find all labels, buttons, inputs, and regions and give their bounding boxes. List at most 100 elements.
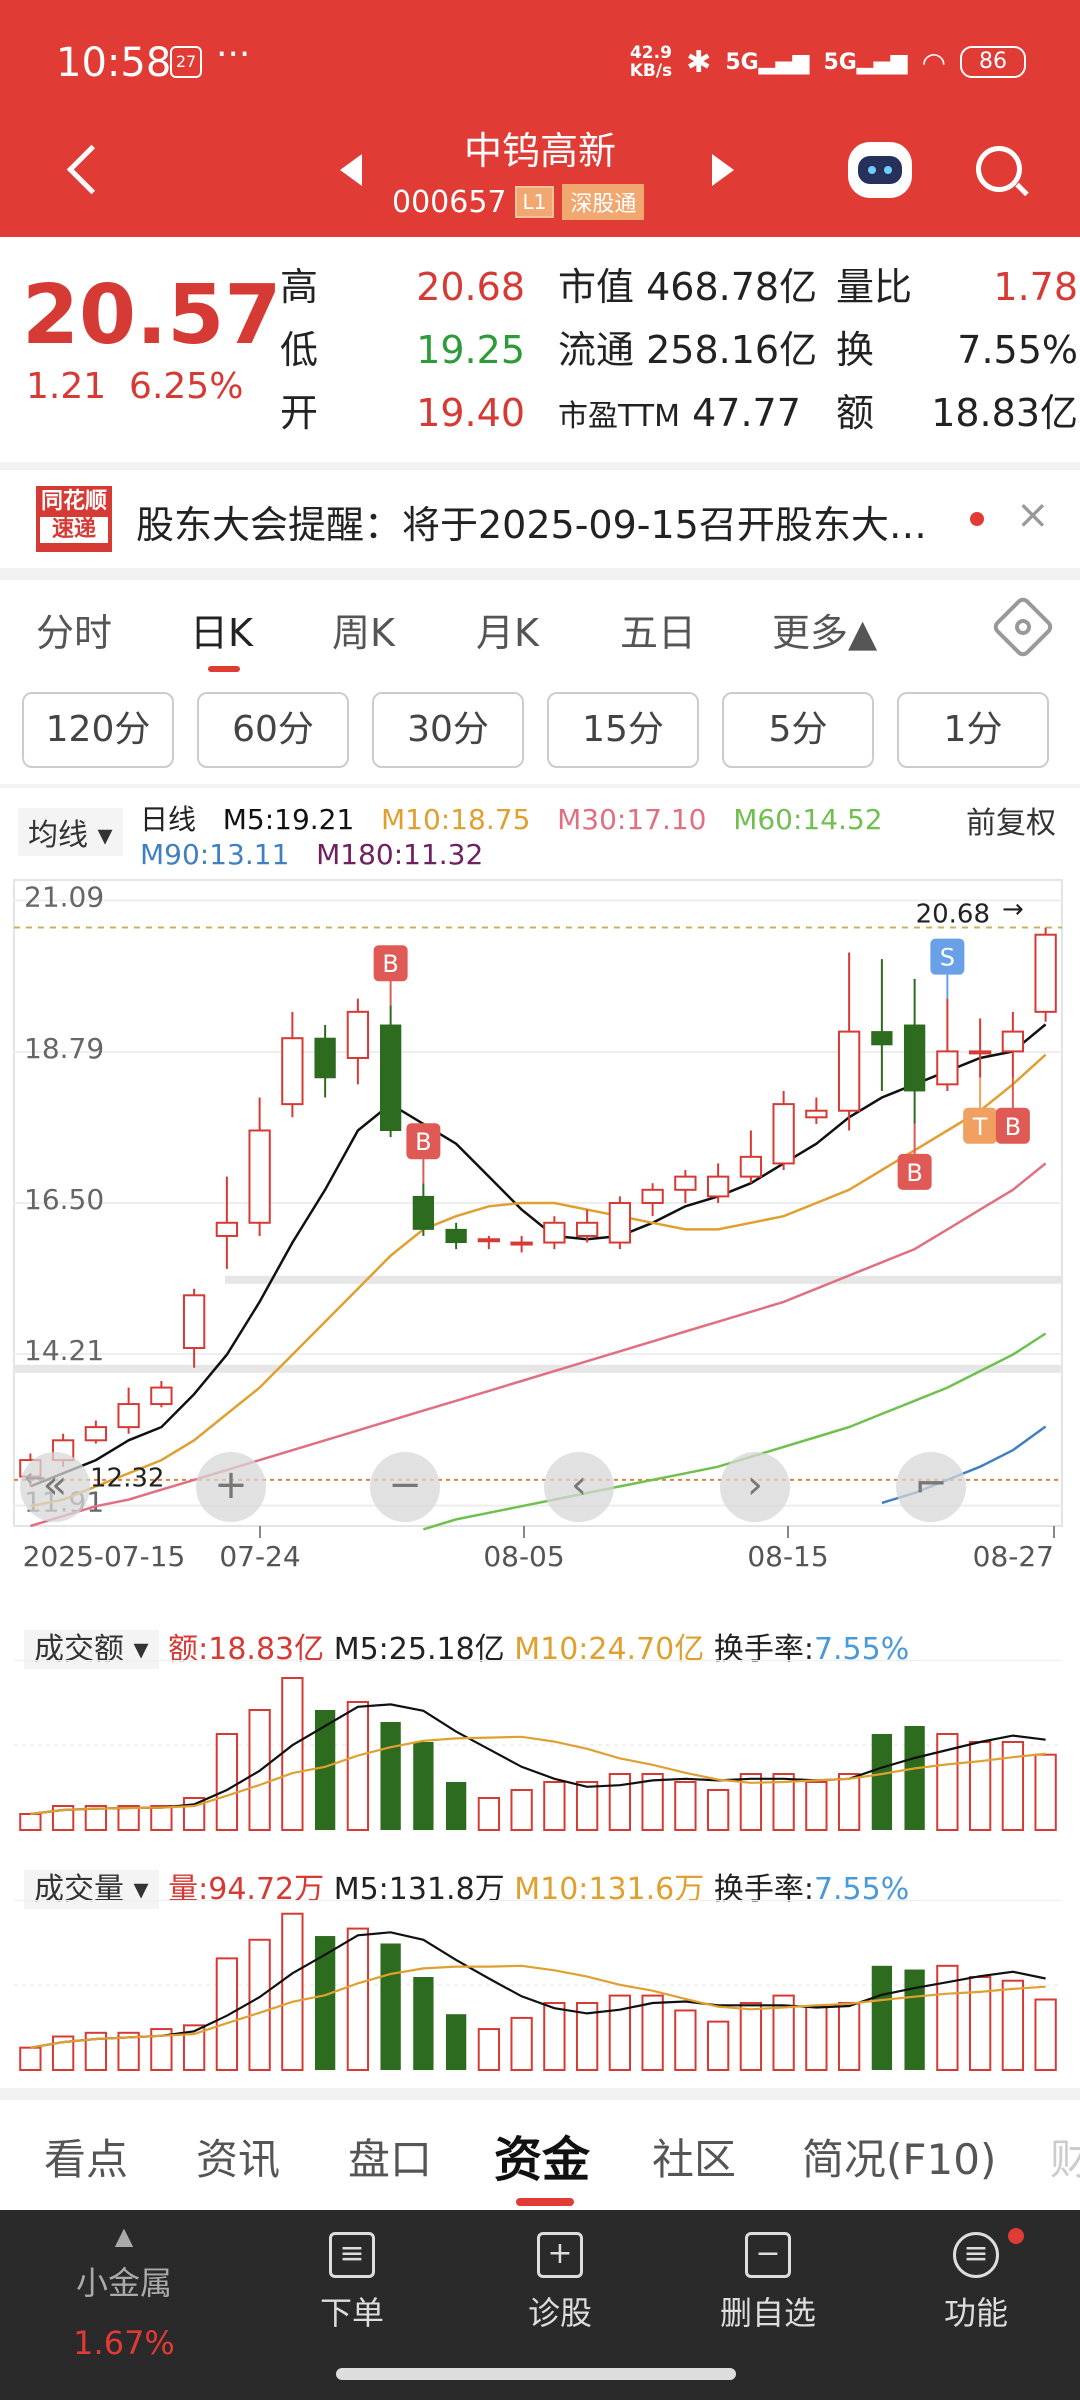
volume-bar-up <box>281 1677 304 1831</box>
back-button[interactable] <box>60 140 110 200</box>
candle-body-down <box>412 1195 435 1230</box>
zoom-in-button[interactable]: + <box>196 1452 266 1522</box>
volume-bar-up <box>477 2028 501 2071</box>
tab-daily-k[interactable]: 日K <box>190 611 253 655</box>
tab-order-book[interactable]: 盘口 <box>348 2135 433 2184</box>
candle-body-up <box>281 1037 304 1106</box>
volume-bar-up <box>215 1733 239 1831</box>
volume-bar-up <box>608 1994 632 2071</box>
mktcap-value: 468.78亿 <box>646 265 818 309</box>
order-document-icon: ≡ <box>329 2232 375 2278</box>
diagnose-stock-button[interactable]: + 诊股 <box>480 2232 640 2334</box>
candle-body-up <box>641 1188 664 1204</box>
interval-60[interactable]: 60分 <box>197 692 349 768</box>
stock-code-row: 000657 L1 深股通 <box>392 184 645 220</box>
candle-body-up <box>706 1175 730 1198</box>
interval-5[interactable]: 5分 <box>722 692 874 768</box>
low-mark-label: 12.32 <box>90 1464 164 1494</box>
header-bar: 10:58 27 ··· 42.9 KB/s ✱ 5G▂▄▆ 5G▂▄▆ ◠ 8… <box>0 0 1080 237</box>
scroll-left-fast-button[interactable]: « <box>20 1452 90 1522</box>
remove-watchlist-button[interactable]: − 删自选 <box>688 2232 848 2334</box>
interval-15[interactable]: 15分 <box>547 692 699 768</box>
float-value: 258.16亿 <box>646 328 818 372</box>
interval-120[interactable]: 120分 <box>22 692 174 768</box>
m10-line <box>30 1735 1046 1816</box>
close-icon[interactable]: × <box>1016 492 1050 538</box>
ai-assistant-icon[interactable] <box>848 142 912 198</box>
interval-1[interactable]: 1分 <box>897 692 1049 768</box>
candle-body-down <box>445 1228 467 1244</box>
volume-bar-down <box>314 1936 336 2070</box>
volume-bar-down <box>380 1943 401 2070</box>
zoom-out-button[interactable]: − <box>370 1452 440 1522</box>
amount-pane-header: 成交额 ▾ 额:18.83亿 M5:25.18亿 M10:24.70亿 换手率:… <box>24 1624 909 1669</box>
tab-f10-profile[interactable]: 简况(F10) <box>802 2135 997 2184</box>
volume-bar-up <box>575 1781 599 1831</box>
place-order-button[interactable]: ≡ 下单 <box>272 2232 432 2334</box>
tab-intraday[interactable]: 分时 <box>36 611 113 655</box>
tab-news[interactable]: 资讯 <box>196 2135 281 2184</box>
functions-button[interactable]: ≡ 功能 <box>896 2228 1056 2334</box>
candle-body-down <box>314 1037 336 1079</box>
signal-label: B <box>1005 1113 1021 1141</box>
volume-bar-up <box>805 1781 828 1831</box>
notice-text: 股东大会提醒：将于2025-09-15召开股东大… <box>136 503 927 547</box>
tab-five-day[interactable]: 五日 <box>620 611 697 655</box>
scroll-right-button[interactable]: › <box>720 1452 790 1522</box>
candle-body-up <box>543 1221 566 1244</box>
divider <box>0 784 1080 788</box>
scroll-left-button[interactable]: ‹ <box>544 1452 614 1522</box>
price-adjust-mode[interactable]: 前复权 <box>966 806 1056 841</box>
tab-finance[interactable]: 财 <box>1050 2135 1080 2184</box>
volume-bar-up <box>739 1773 763 1831</box>
candlestick-chart[interactable]: 21.0918.7916.5014.2111.91BBBSTB20.68→←12… <box>0 870 1080 1570</box>
y-tick-label: 16.50 <box>24 1183 104 1216</box>
candle-body-down <box>379 1024 402 1131</box>
volume-indicator-selector[interactable]: 成交量 ▾ <box>24 1870 159 1909</box>
volume-bar-up <box>706 2020 730 2071</box>
signal-label: B <box>382 950 398 978</box>
volume-bar-up <box>739 2002 763 2071</box>
interval-30[interactable]: 30分 <box>372 692 524 768</box>
tab-monthly-k[interactable]: 月K <box>476 611 539 655</box>
volume-bar-up <box>1001 1979 1025 2071</box>
candle-body-up <box>346 1010 370 1059</box>
high-mark-arrow: → <box>1002 894 1024 924</box>
home-indicator[interactable] <box>336 2368 736 2380</box>
volume-bar-up <box>84 1805 108 1831</box>
volume-bar-up <box>51 1805 75 1831</box>
signal-label: T <box>972 1113 988 1141</box>
signal-5g-icon-2: 5G▂▄▆ <box>823 49 908 75</box>
amount-indicator-selector[interactable]: 成交额 ▾ <box>24 1630 159 1669</box>
calendar-icon: 27 <box>170 46 202 78</box>
volume-bar-up <box>837 2002 861 2071</box>
volume-bar-up <box>182 2024 206 2071</box>
sector-button[interactable]: ▲ 小金属 1.67% <box>44 2224 204 2362</box>
indicator-selector[interactable]: 均线 ▾ <box>18 808 123 856</box>
volume-bar-chart[interactable] <box>0 1900 1080 2080</box>
next-stock-button[interactable] <box>712 154 734 186</box>
m5-line <box>30 1931 1046 2049</box>
amount-value: 18.83亿 <box>931 391 1078 435</box>
tab-weekly-k[interactable]: 周K <box>332 611 395 655</box>
amount-bar-chart[interactable] <box>0 1660 1080 1840</box>
previous-stock-button[interactable] <box>340 154 362 186</box>
ma-legend-row2: M90:13.11 M180:11.32 <box>140 838 484 871</box>
x-tick-label: 08-15 <box>747 1540 828 1570</box>
volume-bar-up <box>510 1789 533 1831</box>
notice-banner[interactable]: 同花顺 速递 股东大会提醒：将于2025-09-15召开股东大… × <box>0 476 1080 562</box>
quote-col2: 市值 468.78亿 流通 258.16亿 市盈TTM 47.77 <box>558 265 818 435</box>
volume-bar-up <box>84 2031 108 2071</box>
candle-body-up <box>608 1202 632 1244</box>
volume-bar-down <box>380 1722 401 1830</box>
search-icon[interactable] <box>976 146 1022 192</box>
tab-highlights[interactable]: 看点 <box>44 2135 129 2184</box>
signal-badge <box>406 1123 441 1160</box>
tab-more[interactable]: 更多▲ <box>772 611 878 655</box>
tab-capital-flow[interactable]: 资金 <box>494 2132 591 2188</box>
tab-community[interactable]: 社区 <box>652 2135 737 2184</box>
volume-bar-up <box>477 1797 501 1831</box>
fullscreen-button[interactable]: ⌐ <box>896 1452 966 1522</box>
candle-body-up <box>1034 933 1057 1013</box>
signal-label: B <box>415 1128 431 1156</box>
